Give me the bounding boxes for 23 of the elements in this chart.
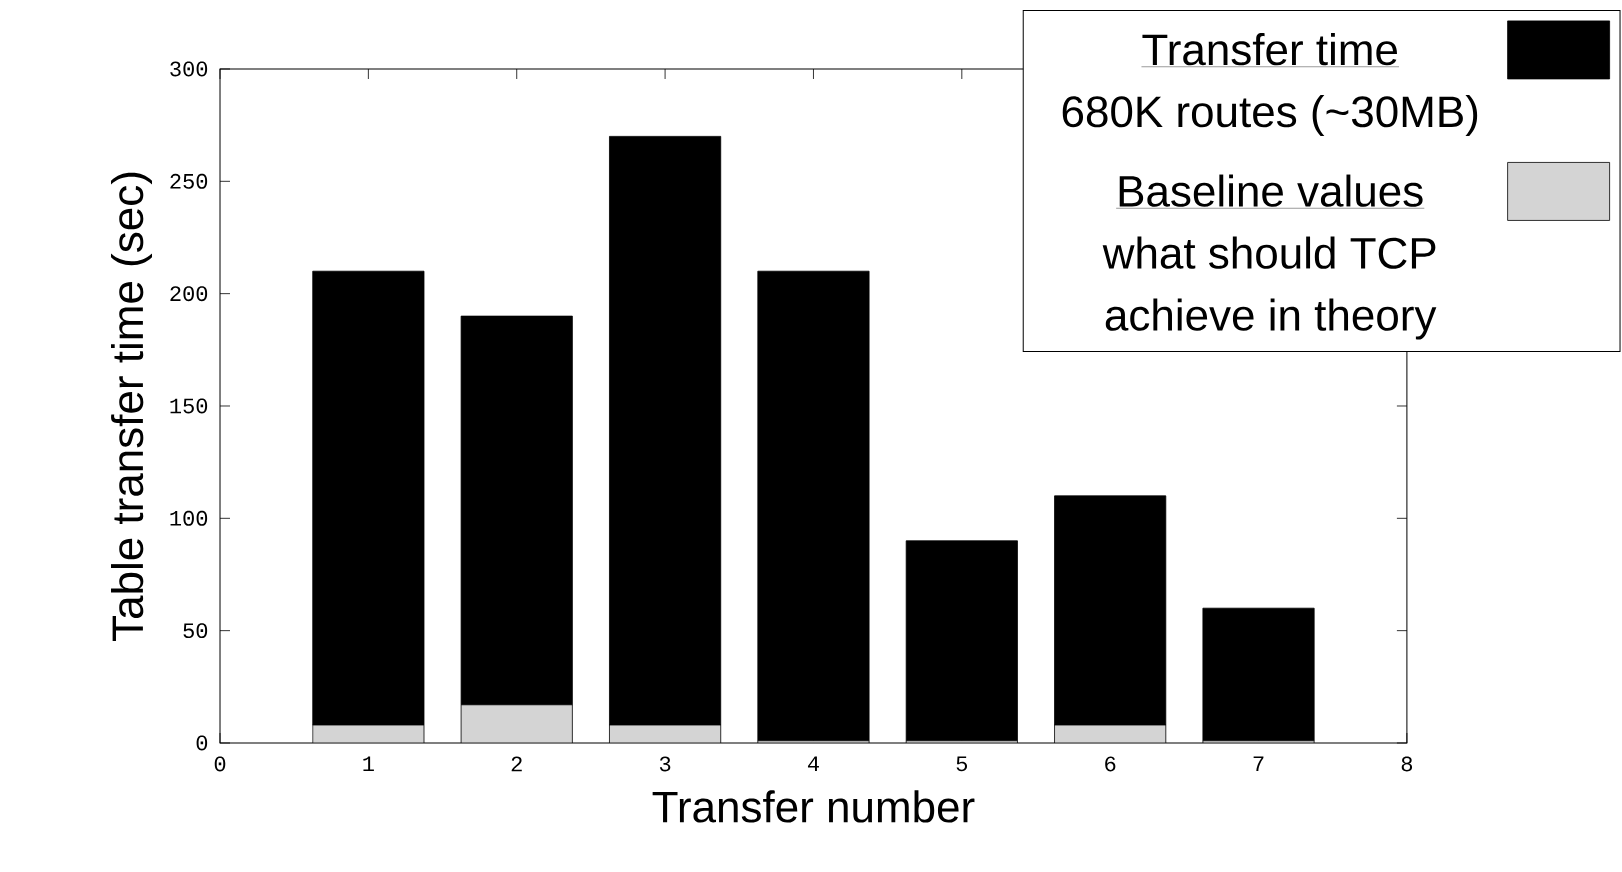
x-tick-label: 7 [1253, 756, 1264, 772]
y-tick-label: 250 [170, 173, 208, 189]
x-tick-label: 4 [807, 756, 819, 772]
x-tick-label: 5 [956, 756, 968, 772]
x-tick-label: 1 [363, 756, 374, 772]
annotation: 680K routes (~30MB) [1062, 95, 1478, 137]
y-tick-label: 300 [170, 61, 208, 77]
x-axis-title: Transfer number [652, 790, 975, 823]
y-tick-label: 50 [183, 623, 208, 639]
legend-label: Transfer time [1142, 33, 1397, 66]
y-tick-label: 0 [196, 735, 208, 751]
x-tick-label: 0 [214, 756, 226, 772]
bar [461, 704, 573, 743]
y-axis-title: Table transfer time (sec) [111, 172, 153, 641]
x-tick-label: 8 [1401, 756, 1413, 772]
y-tick-label: 200 [170, 286, 208, 302]
x-tick-label: 3 [659, 756, 671, 772]
annotation: what should TCP achieve in theory [1102, 236, 1437, 340]
y-tick-label: 100 [170, 510, 208, 526]
x-tick-label: 2 [511, 756, 522, 772]
x-tick-label: 6 [1105, 756, 1116, 772]
legend-label: Baseline values [1119, 174, 1423, 207]
y-tick-label: 150 [170, 398, 208, 414]
